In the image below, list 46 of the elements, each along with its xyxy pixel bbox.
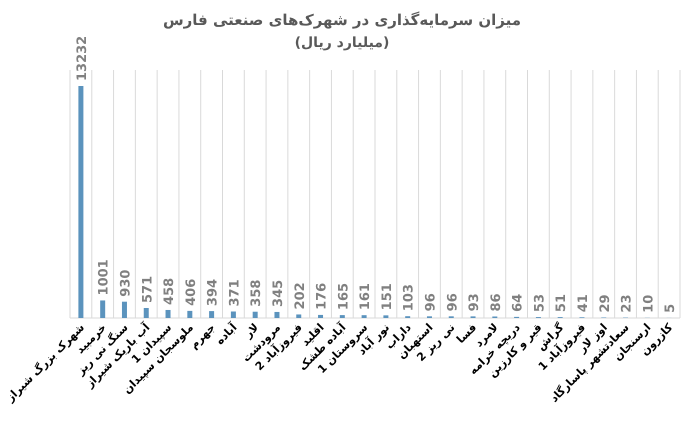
data-label: 5 (663, 304, 678, 313)
bar (144, 308, 149, 318)
bar (187, 310, 192, 318)
data-label: 51 (554, 294, 570, 312)
data-label: 371 (227, 279, 242, 306)
data-label: 10 (641, 294, 656, 313)
data-label: 571 (140, 276, 156, 303)
chart-title: میزان سرمایه‌گذاری در شهرک‌های صنعتی فارس (162, 11, 522, 29)
data-label: 93 (467, 293, 482, 312)
bar (122, 302, 127, 318)
data-label: 358 (249, 280, 264, 307)
bar (383, 315, 388, 318)
bar (296, 314, 302, 318)
bar (100, 300, 106, 318)
bar (209, 311, 214, 318)
data-label: 345 (270, 280, 286, 307)
bar (274, 312, 280, 318)
bar (78, 86, 84, 318)
data-label: 96 (445, 293, 460, 312)
data-label: 151 (380, 283, 395, 310)
data-label: 64 (510, 294, 526, 312)
data-label: 53 (532, 294, 548, 312)
data-label: 394 (206, 278, 221, 306)
bar (340, 315, 345, 318)
bar (230, 311, 236, 318)
data-label: 23 (620, 294, 635, 313)
data-label: 13232 (74, 36, 90, 81)
data-label: 202 (292, 282, 308, 310)
data-label: 103 (402, 284, 417, 312)
data-label: 29 (598, 294, 613, 312)
chart-subtitle: (میلیارد ریال) (294, 35, 390, 51)
data-label: 41 (576, 294, 591, 312)
data-label: 86 (488, 293, 504, 312)
bar (252, 312, 258, 318)
data-label: 176 (314, 282, 330, 310)
x-tick-label: آباده (212, 320, 240, 348)
data-label: 96 (423, 293, 438, 312)
bar (318, 314, 324, 318)
data-label: 930 (118, 270, 134, 297)
data-label: 161 (358, 283, 374, 310)
bar (362, 315, 367, 318)
data-label: 458 (162, 278, 178, 305)
bar (166, 310, 171, 318)
data-label: 165 (336, 282, 352, 310)
data-label: 1001 (96, 259, 112, 296)
data-label: 406 (184, 278, 199, 306)
